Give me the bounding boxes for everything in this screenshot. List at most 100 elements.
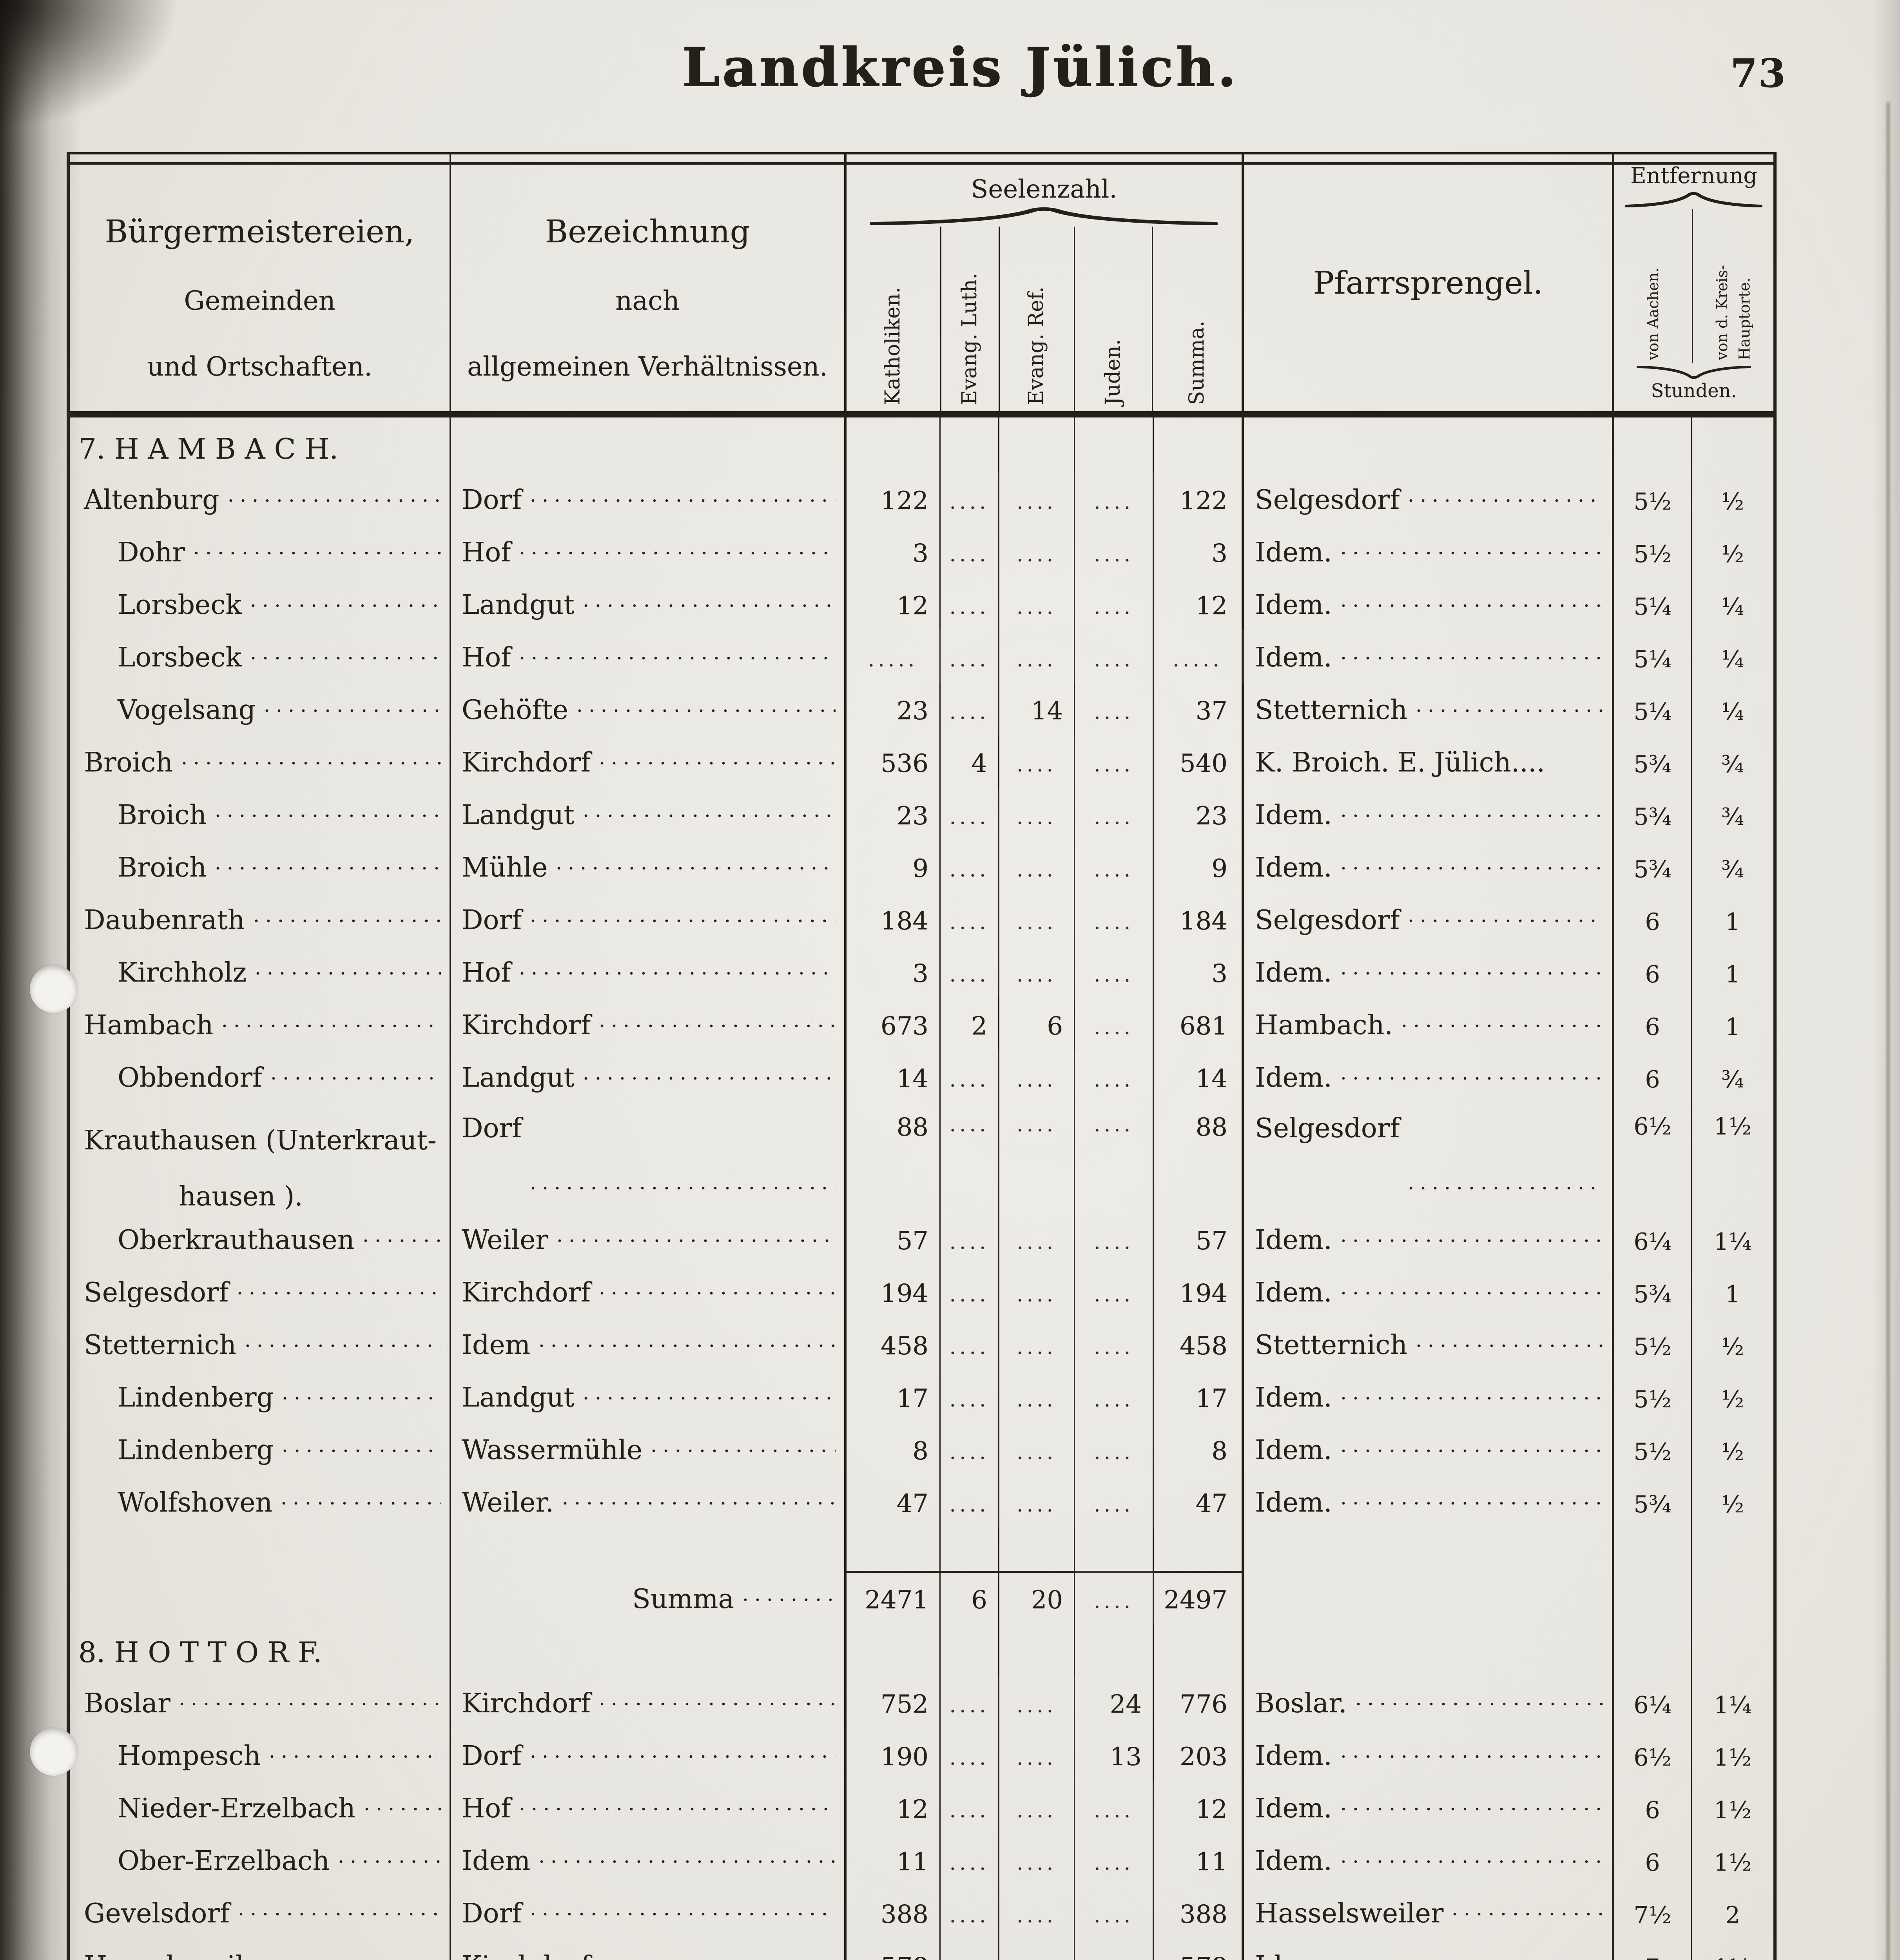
cell-parish: Idem. xyxy=(1244,1475,1614,1528)
souls-group-title: Seelenzahl. xyxy=(971,175,1117,204)
cell-katholiken: 12 xyxy=(847,577,941,630)
cell-place: Hasselsweiler xyxy=(70,1938,451,1960)
cell-evang-luth xyxy=(941,1624,999,1676)
cell-evang-ref: .... xyxy=(999,1938,1075,1960)
dot-leader xyxy=(339,1860,441,1863)
cell-dist-aachen: 7½ xyxy=(1614,1886,1692,1938)
cell-juden: .... xyxy=(1075,1050,1154,1103)
header-line: Gemeinden xyxy=(184,285,335,316)
dot-leader xyxy=(238,1292,441,1295)
cell-designation: Hof xyxy=(451,1781,847,1833)
cell-parish: Idem. xyxy=(1244,630,1614,682)
cell-summa: 23 xyxy=(1154,788,1244,840)
dot-leader xyxy=(283,1397,441,1400)
cell-parish: Idem. xyxy=(1244,525,1614,577)
cell-katholiken: 3 xyxy=(847,945,941,998)
cell-dist-aachen: 5½ xyxy=(1614,472,1692,525)
cell-summa: 11 xyxy=(1154,1833,1244,1886)
cell-dist-kreis: 2 xyxy=(1725,1902,1740,1929)
cell-parish xyxy=(1244,1571,1614,1624)
cell-katholiken: 536 xyxy=(847,735,941,788)
cell-summa: 458 xyxy=(1154,1318,1244,1370)
dot-leader xyxy=(239,1913,441,1916)
cell-katholiken: 388 xyxy=(847,1886,941,1938)
cell-juden: .... xyxy=(1075,998,1154,1050)
dot-leader xyxy=(557,867,836,870)
cell-juden xyxy=(1075,1624,1154,1676)
cell-katholiken: 23 xyxy=(847,682,941,735)
dot-leader xyxy=(1416,709,1603,712)
cell-katholiken xyxy=(847,417,941,472)
cell-katholiken: 8 xyxy=(847,1423,941,1475)
cell-juden: .... xyxy=(1075,1475,1154,1528)
cell-parish: Idem. xyxy=(1244,577,1614,630)
cell-place xyxy=(70,1571,451,1624)
cell-evang-luth: .... xyxy=(941,1781,999,1833)
cell-dist-kreis: ½ xyxy=(1721,1386,1744,1413)
header-municipalities: Bürgermeistereien, Gemeinden und Ortscha… xyxy=(70,154,451,417)
cell-summa: 14 xyxy=(1154,1050,1244,1103)
cell-katholiken: 3 xyxy=(847,525,941,577)
cell-parish xyxy=(1244,417,1614,472)
cell-katholiken: 673 xyxy=(847,998,941,1050)
cell-dist-aachen: 6 xyxy=(1614,1781,1692,1833)
cell-evang-ref: .... xyxy=(999,525,1075,577)
dot-leader xyxy=(179,1702,441,1706)
cell-juden: .... xyxy=(1075,630,1154,682)
cell-evang-ref: .... xyxy=(999,735,1075,788)
cell-place: Stetternich xyxy=(70,1318,451,1370)
cell-parish: Idem. xyxy=(1244,1212,1614,1265)
cell-juden: .... xyxy=(1075,1370,1154,1423)
cell-juden: .... xyxy=(1075,735,1154,788)
cell-designation: Kirchdorf xyxy=(451,998,847,1050)
cell-place: Lindenberg xyxy=(70,1423,451,1475)
cell-evang-luth xyxy=(941,1528,999,1571)
cell-juden: .... xyxy=(1075,1318,1154,1370)
cell-parish: Idem. xyxy=(1244,945,1614,998)
cell-place: Obbendorf xyxy=(70,1050,451,1103)
dot-leader xyxy=(245,1344,441,1347)
dot-leader xyxy=(520,972,836,975)
page-title: Landkreis Jülich. xyxy=(682,36,1239,99)
cell-parish: Idem. xyxy=(1244,1728,1614,1781)
column-label: von Aachen. xyxy=(1644,268,1662,360)
dot-leader xyxy=(1416,1344,1603,1347)
cell-katholiken: 57 xyxy=(847,1212,941,1265)
cell-evang-luth: .... xyxy=(941,1103,999,1212)
cell-designation: Mühle xyxy=(451,840,847,893)
cell-place: Daubenrath xyxy=(70,893,451,945)
cell-evang-ref: .... xyxy=(999,1475,1075,1528)
cell-parish: Idem. xyxy=(1244,1050,1614,1103)
dot-leader xyxy=(652,1449,836,1452)
cell-katholiken: 578 xyxy=(847,1938,941,1960)
cell-dist-kreis xyxy=(1692,1571,1773,1624)
cell-place: Ober-Erzelbach xyxy=(70,1833,451,1886)
header-line: Pfarrsprengel. xyxy=(1313,265,1543,301)
cell-parish: Selgesdorf xyxy=(1244,472,1614,525)
cell-designation: Kirchdorf xyxy=(451,1938,847,1960)
cell-katholiken: 752 xyxy=(847,1676,941,1728)
cell-evang-ref: .... xyxy=(999,1265,1075,1318)
cell-evang-ref: .... xyxy=(999,1728,1075,1781)
dot-leader xyxy=(364,1239,441,1242)
cell-evang-ref: .... xyxy=(999,1103,1075,1212)
cell-evang-luth: .... xyxy=(941,682,999,735)
cell-juden: .... xyxy=(1075,1833,1154,1886)
cell-summa: 3 xyxy=(1154,945,1244,998)
dot-leader xyxy=(1402,1024,1603,1027)
cell-dist-aachen: 6½ xyxy=(1614,1103,1692,1212)
column-label: von d. Kreis- Hauptorte. xyxy=(1713,265,1753,360)
cell-evang-ref: .... xyxy=(999,1676,1075,1728)
cell-designation: Dorf xyxy=(451,1728,847,1781)
cell-dist-aachen: 6 xyxy=(1614,893,1692,945)
cell-dist-aachen: 5¾ xyxy=(1614,735,1692,788)
cell-katholiken: 190 xyxy=(847,1728,941,1781)
header-designation: Bezeichnung nach allgemeinen Verhältniss… xyxy=(451,154,847,417)
cell-summa: 47 xyxy=(1154,1475,1244,1528)
cell-dist-kreis: ½ xyxy=(1721,1491,1744,1518)
cell-katholiken: 2471 xyxy=(847,1571,941,1624)
dot-leader xyxy=(182,762,441,765)
cell-place: Vogelsang xyxy=(70,682,451,735)
subheader-evang-luth: Evang. Luth. xyxy=(940,227,999,411)
